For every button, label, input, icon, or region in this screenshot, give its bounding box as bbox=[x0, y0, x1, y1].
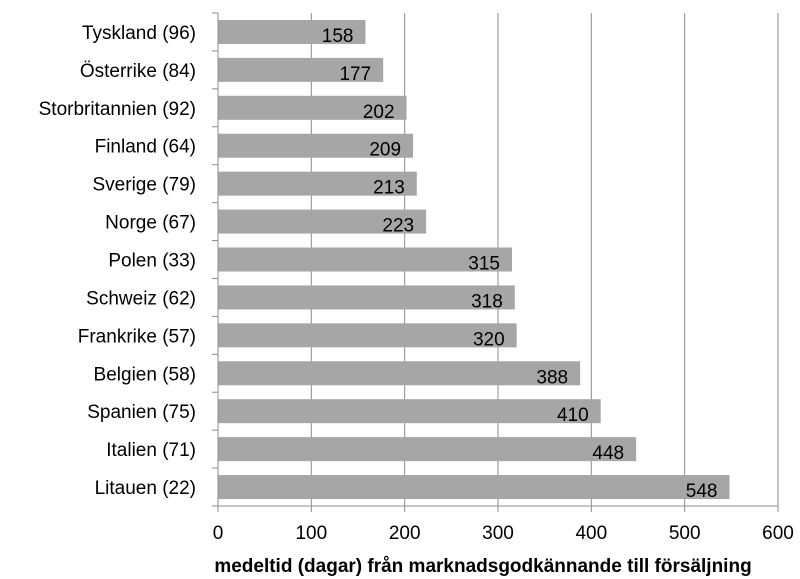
bar bbox=[218, 437, 637, 462]
category-label: Finland (64) bbox=[95, 137, 196, 158]
data-label: 223 bbox=[382, 216, 414, 237]
labels: 0 100 200 300 400 500 600 Tyskland (96) 158 Öster… bbox=[39, 23, 794, 544]
data-label: 177 bbox=[339, 64, 371, 85]
data-label: 158 bbox=[322, 26, 354, 47]
x-tick-label: 100 bbox=[295, 523, 327, 544]
x-tick-label: 500 bbox=[669, 523, 701, 544]
data-label: 318 bbox=[471, 291, 503, 312]
bar bbox=[218, 323, 517, 348]
bar bbox=[218, 19, 366, 44]
bar bbox=[218, 361, 581, 386]
bar bbox=[218, 133, 414, 158]
bar bbox=[218, 475, 730, 500]
bar bbox=[218, 57, 384, 82]
x-axis-title: medeltid (dagar) från marknadsgodkännand… bbox=[214, 556, 751, 577]
bar bbox=[218, 171, 417, 196]
data-label: 209 bbox=[369, 140, 401, 161]
data-label: 448 bbox=[592, 443, 624, 464]
x-tick-label: 200 bbox=[389, 523, 421, 544]
category-label: Storbritannien (92) bbox=[39, 99, 196, 120]
category-label: Litauen (22) bbox=[95, 478, 196, 499]
data-label: 315 bbox=[468, 254, 500, 275]
x-tick-label: 600 bbox=[762, 523, 794, 544]
bar bbox=[218, 95, 407, 120]
category-label: Norge (67) bbox=[105, 213, 196, 234]
bars bbox=[218, 19, 730, 500]
data-label: 320 bbox=[473, 329, 505, 350]
category-label: Sverige (79) bbox=[93, 175, 197, 196]
bar bbox=[218, 209, 427, 234]
bar bbox=[218, 247, 512, 272]
bar bbox=[218, 399, 601, 424]
data-label: 202 bbox=[363, 102, 395, 123]
x-tick-label: 300 bbox=[482, 523, 514, 544]
category-label: Schweiz (62) bbox=[86, 288, 196, 309]
data-label: 213 bbox=[373, 178, 405, 199]
data-label: 548 bbox=[686, 481, 718, 502]
category-label: Belgien (58) bbox=[94, 364, 196, 385]
category-label: Italien (71) bbox=[106, 440, 196, 461]
category-label: Spanien (75) bbox=[87, 402, 196, 423]
x-tick-label: 0 bbox=[213, 523, 224, 544]
category-label: Tyskland (96) bbox=[82, 23, 196, 44]
category-label: Österrike (84) bbox=[80, 61, 196, 82]
data-label: 388 bbox=[536, 367, 568, 388]
data-label: 410 bbox=[557, 405, 589, 426]
bar bbox=[218, 285, 515, 310]
category-label: Frankrike (57) bbox=[78, 326, 196, 347]
x-tick-label: 400 bbox=[575, 523, 607, 544]
axes bbox=[212, 12, 779, 512]
category-label: Polen (33) bbox=[108, 251, 196, 272]
